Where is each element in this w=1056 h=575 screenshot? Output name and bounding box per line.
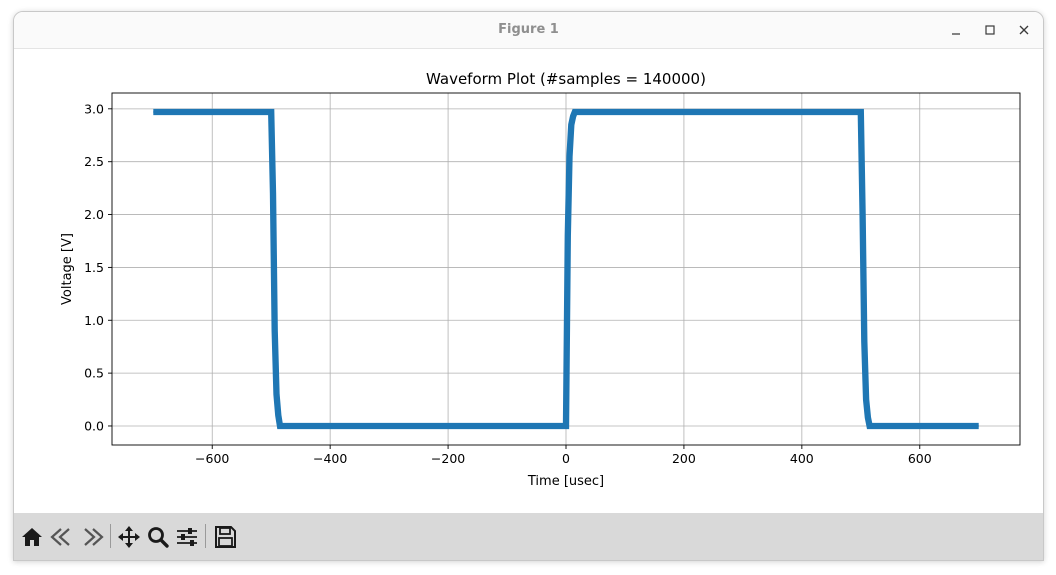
forward-button[interactable] xyxy=(79,524,105,550)
x-tick-label: 0 xyxy=(562,451,570,466)
series-layer xyxy=(153,108,979,430)
tick-layer: −600 −400 −200 0 200 400 600 0.0 0.5 1.0 1.5 2.0 2.5… xyxy=(84,101,932,466)
home-button[interactable] xyxy=(19,524,45,550)
save-icon xyxy=(215,526,236,548)
minimize-button[interactable] xyxy=(944,18,968,42)
pan-icon xyxy=(118,526,140,548)
back-icon xyxy=(50,528,70,546)
maximize-icon xyxy=(985,25,995,35)
x-axis-label: Time [usec] xyxy=(527,474,604,489)
configure-subplots-button[interactable] xyxy=(174,524,200,550)
zoom-button[interactable] xyxy=(145,524,171,550)
chart-title: Waveform Plot (#samples = 140000) xyxy=(426,70,706,88)
navigation-toolbar xyxy=(14,513,1043,560)
x-tick-label: 200 xyxy=(672,451,696,466)
close-button[interactable] xyxy=(1012,18,1036,42)
window-title: Figure 1 xyxy=(498,22,559,37)
y-tick-label: 0.5 xyxy=(84,366,104,381)
plot-canvas[interactable]: −600 −400 −200 0 200 400 600 0.0 0.5 1.0 1.5 2.0 2.5… xyxy=(14,49,1043,513)
figure-window: Figure 1 −600 −400 −200 0 200 400 600 0.0 0.5 1.0… xyxy=(13,11,1044,561)
waveform-chart[interactable]: −600 −400 −200 0 200 400 600 0.0 0.5 1.0 1.5 2.0 2.5… xyxy=(14,49,1043,513)
minimize-icon xyxy=(952,33,960,35)
x-tick-label: 400 xyxy=(790,451,814,466)
x-tick-label: −600 xyxy=(195,451,229,466)
back-button[interactable] xyxy=(49,524,75,550)
close-icon xyxy=(1019,25,1029,35)
y-tick-label: 0.0 xyxy=(84,418,104,433)
maximize-button[interactable] xyxy=(978,18,1002,42)
x-tick-label: −200 xyxy=(431,451,465,466)
toolbar-separator xyxy=(205,524,206,548)
toolbar-separator xyxy=(110,524,111,548)
y-axis-label: Voltage [V] xyxy=(60,233,75,305)
x-tick-label: −400 xyxy=(313,451,347,466)
configure-subplots-icon xyxy=(177,528,197,546)
y-tick-label: 1.5 xyxy=(84,260,104,275)
forward-icon xyxy=(84,528,104,546)
zoom-icon xyxy=(148,527,169,548)
y-tick-label: 1.0 xyxy=(84,313,104,328)
y-tick-label: 3.0 xyxy=(84,101,104,116)
y-tick-label: 2.5 xyxy=(84,154,104,169)
save-button[interactable] xyxy=(212,524,238,550)
home-icon xyxy=(22,528,42,546)
x-tick-label: 600 xyxy=(908,451,932,466)
title-bar[interactable]: Figure 1 xyxy=(14,12,1043,49)
pan-button[interactable] xyxy=(116,524,142,550)
waveform-series-line xyxy=(153,111,979,427)
y-tick-label: 2.0 xyxy=(84,207,104,222)
